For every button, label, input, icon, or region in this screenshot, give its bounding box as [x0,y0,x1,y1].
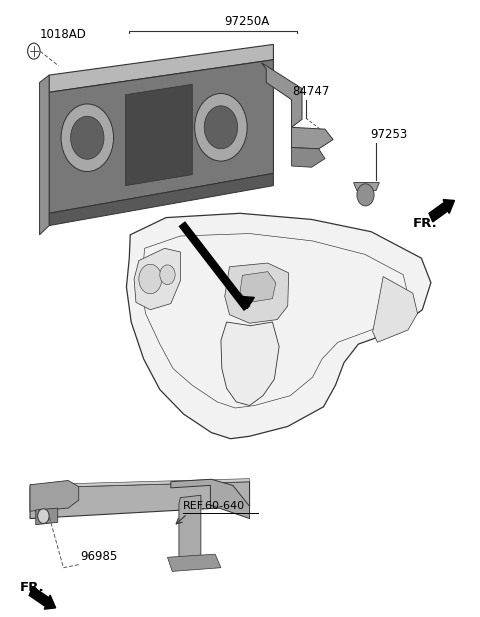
Polygon shape [179,495,201,565]
Text: 1018AD: 1018AD [39,28,86,41]
Polygon shape [125,85,192,186]
FancyArrow shape [429,199,455,222]
Polygon shape [262,63,302,127]
Polygon shape [39,75,49,235]
Polygon shape [30,481,79,511]
Circle shape [204,106,238,149]
Text: FR.: FR. [413,217,437,230]
Polygon shape [36,508,58,524]
Text: 97250A: 97250A [225,15,270,28]
Circle shape [195,94,247,161]
Text: REF.60-640: REF.60-640 [183,501,245,511]
FancyArrow shape [29,587,56,609]
Polygon shape [372,276,418,342]
Polygon shape [126,213,431,439]
Text: 84747: 84747 [292,85,330,99]
Circle shape [61,104,114,172]
Polygon shape [238,296,254,308]
Circle shape [28,43,40,59]
Polygon shape [30,479,250,488]
Circle shape [160,265,175,284]
Polygon shape [30,482,250,518]
Polygon shape [291,127,333,149]
Polygon shape [240,271,276,302]
Polygon shape [49,173,274,226]
Circle shape [71,116,104,159]
Text: 97253: 97253 [370,128,407,141]
Polygon shape [49,60,274,213]
Circle shape [357,184,374,206]
Polygon shape [225,263,288,323]
Polygon shape [134,248,180,310]
Text: FR.: FR. [20,581,44,594]
Polygon shape [168,554,221,571]
Polygon shape [171,479,250,518]
Polygon shape [49,44,274,93]
Circle shape [37,509,49,523]
Polygon shape [291,147,325,167]
Polygon shape [354,183,379,191]
Text: 96985: 96985 [80,550,118,563]
Polygon shape [221,322,279,405]
Circle shape [139,264,162,294]
